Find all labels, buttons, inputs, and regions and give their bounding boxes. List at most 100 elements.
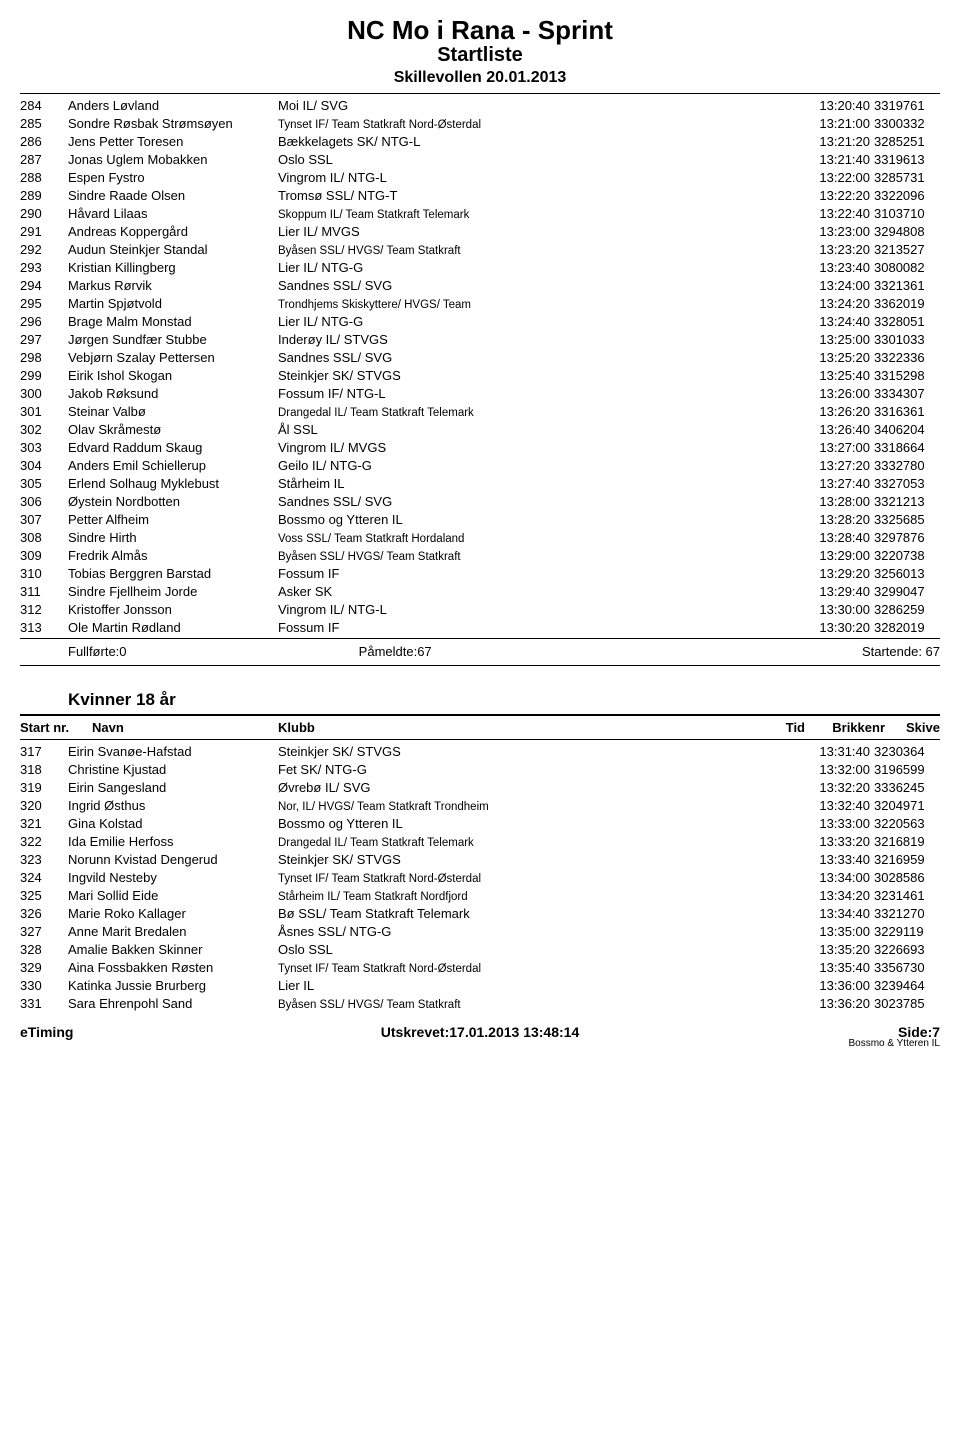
- cell-time: 13:27:00: [798, 440, 870, 455]
- cell-club: Moi IL/ SVG: [278, 98, 798, 113]
- cell-chip: 3322336: [870, 350, 940, 365]
- cell-time: 13:22:20: [798, 188, 870, 203]
- table-row: 305Erlend Solhaug MyklebustStårheim IL13…: [20, 474, 940, 492]
- cell-time: 13:36:20: [798, 996, 870, 1011]
- table-row: 302Olav SkråmestøÅl SSL13:26:403406204: [20, 420, 940, 438]
- table-row: 321Gina KolstadBossmo og Ytteren IL13:33…: [20, 814, 940, 832]
- table-row: 320Ingrid ØsthusNor, IL/ HVGS/ Team Stat…: [20, 796, 940, 814]
- cell-club: Vingrom IL/ MVGS: [278, 440, 798, 455]
- cell-start-nr: 301: [20, 404, 68, 419]
- cell-name: Erlend Solhaug Myklebust: [68, 476, 278, 491]
- cell-club: Voss SSL/ Team Statkraft Hordaland: [278, 533, 798, 545]
- cell-time: 13:28:40: [798, 530, 870, 545]
- cell-time: 13:30:20: [798, 620, 870, 635]
- cell-chip: 3406204: [870, 422, 940, 437]
- table-row: 319Eirin SangeslandØvrebø IL/ SVG13:32:2…: [20, 778, 940, 796]
- cell-chip: 3327053: [870, 476, 940, 491]
- cell-chip: 3319613: [870, 152, 940, 167]
- table-row: 312Kristoffer JonssonVingrom IL/ NTG-L13…: [20, 600, 940, 618]
- table-row: 327Anne Marit BredalenÅsnes SSL/ NTG-G13…: [20, 922, 940, 940]
- cell-start-nr: 300: [20, 386, 68, 401]
- cell-name: Amalie Bakken Skinner: [68, 942, 278, 957]
- cell-chip: 3332780: [870, 458, 940, 473]
- cell-club: Drangedal IL/ Team Statkraft Telemark: [278, 837, 798, 849]
- cell-name: Jonas Uglem Mobakken: [68, 152, 278, 167]
- page-subhead: Skillevollen 20.01.2013: [20, 69, 940, 87]
- cell-name: Fredrik Almås: [68, 548, 278, 563]
- cell-chip: 3300332: [870, 116, 940, 131]
- divider: [20, 93, 940, 94]
- cell-chip: 3316361: [870, 404, 940, 419]
- col-header-skive: Skive: [885, 720, 940, 735]
- table-row: 289Sindre Raade OlsenTromsø SSL/ NTG-T13…: [20, 186, 940, 204]
- cell-club: Bossmo og Ytteren IL: [278, 512, 798, 527]
- table-row: 304Anders Emil SchiellerupGeilo IL/ NTG-…: [20, 456, 940, 474]
- table-row: 301Steinar ValbøDrangedal IL/ Team Statk…: [20, 402, 940, 420]
- cell-time: 13:21:00: [798, 116, 870, 131]
- cell-chip: 3356730: [870, 960, 940, 975]
- cell-club: Tynset IF/ Team Statkraft Nord-Østerdal: [278, 119, 798, 131]
- table-row: 325Mari Sollid EideStårheim IL/ Team Sta…: [20, 886, 940, 904]
- cell-chip: 3023785: [870, 996, 940, 1011]
- cell-club: Byåsen SSL/ HVGS/ Team Statkraft: [278, 245, 798, 257]
- cell-time: 13:26:20: [798, 404, 870, 419]
- summary-completed: Fullførte:0: [20, 644, 359, 659]
- cell-start-nr: 307: [20, 512, 68, 527]
- cell-club: Byåsen SSL/ HVGS/ Team Statkraft: [278, 551, 798, 563]
- cell-name: Steinar Valbø: [68, 404, 278, 419]
- cell-time: 13:33:40: [798, 852, 870, 867]
- table-row: 313Ole Martin RødlandFossum IF13:30:2032…: [20, 618, 940, 636]
- cell-chip: 3322096: [870, 188, 940, 203]
- cell-start-nr: 318: [20, 762, 68, 777]
- cell-time: 13:23:40: [798, 260, 870, 275]
- cell-chip: 3328051: [870, 314, 940, 329]
- cell-chip: 3325685: [870, 512, 940, 527]
- cell-name: Anders Emil Schiellerup: [68, 458, 278, 473]
- cell-time: 13:35:40: [798, 960, 870, 975]
- cell-club: Byåsen SSL/ HVGS/ Team Statkraft: [278, 999, 798, 1011]
- col-header-chip: Brikkenr: [805, 720, 885, 735]
- cell-club: Sandnes SSL/ SVG: [278, 494, 798, 509]
- cell-club: Tromsø SSL/ NTG-T: [278, 188, 798, 203]
- cell-chip: 3286259: [870, 602, 940, 617]
- table-header: Start nr. Navn Klubb Tid Brikkenr Skive: [20, 718, 940, 737]
- cell-name: Sindre Raade Olsen: [68, 188, 278, 203]
- cell-chip: 3362019: [870, 296, 940, 311]
- result-list-1: 284Anders LøvlandMoi IL/ SVG13:20:403319…: [20, 96, 940, 636]
- cell-start-nr: 327: [20, 924, 68, 939]
- cell-club: Ål SSL: [278, 422, 798, 437]
- cell-club: Sandnes SSL/ SVG: [278, 350, 798, 365]
- cell-name: Vebjørn Szalay Pettersen: [68, 350, 278, 365]
- cell-time: 13:24:00: [798, 278, 870, 293]
- cell-time: 13:21:40: [798, 152, 870, 167]
- cell-chip: 3334307: [870, 386, 940, 401]
- cell-name: Eirin Sangesland: [68, 780, 278, 795]
- footer-timestamp: Utskrevet:17.01.2013 13:48:14: [327, 1024, 634, 1040]
- cell-start-nr: 326: [20, 906, 68, 921]
- cell-time: 13:34:20: [798, 888, 870, 903]
- cell-name: Sindre Fjellheim Jorde: [68, 584, 278, 599]
- cell-club: Geilo IL/ NTG-G: [278, 458, 798, 473]
- table-row: 310Tobias Berggren BarstadFossum IF13:29…: [20, 564, 940, 582]
- cell-name: Ingvild Nesteby: [68, 870, 278, 885]
- cell-chip: 3299047: [870, 584, 940, 599]
- cell-name: Sondre Røsbak Strømsøyen: [68, 116, 278, 131]
- cell-start-nr: 296: [20, 314, 68, 329]
- category-heading: Kvinner 18 år: [68, 690, 940, 710]
- cell-name: Brage Malm Monstad: [68, 314, 278, 329]
- table-row: 306Øystein NordbottenSandnes SSL/ SVG13:…: [20, 492, 940, 510]
- cell-time: 13:26:00: [798, 386, 870, 401]
- cell-name: Martin Spjøtvold: [68, 296, 278, 311]
- cell-start-nr: 320: [20, 798, 68, 813]
- cell-start-nr: 330: [20, 978, 68, 993]
- col-header-club: Klubb: [278, 720, 765, 735]
- cell-club: Fossum IF/ NTG-L: [278, 386, 798, 401]
- cell-start-nr: 321: [20, 816, 68, 831]
- table-row: 323Norunn Kvistad DengerudSteinkjer SK/ …: [20, 850, 940, 868]
- cell-club: Vingrom IL/ NTG-L: [278, 170, 798, 185]
- cell-time: 13:27:40: [798, 476, 870, 491]
- cell-name: Tobias Berggren Barstad: [68, 566, 278, 581]
- cell-club: Fossum IF: [278, 566, 798, 581]
- table-row: 292Audun Steinkjer StandalByåsen SSL/ HV…: [20, 240, 940, 258]
- cell-name: Marie Roko Kallager: [68, 906, 278, 921]
